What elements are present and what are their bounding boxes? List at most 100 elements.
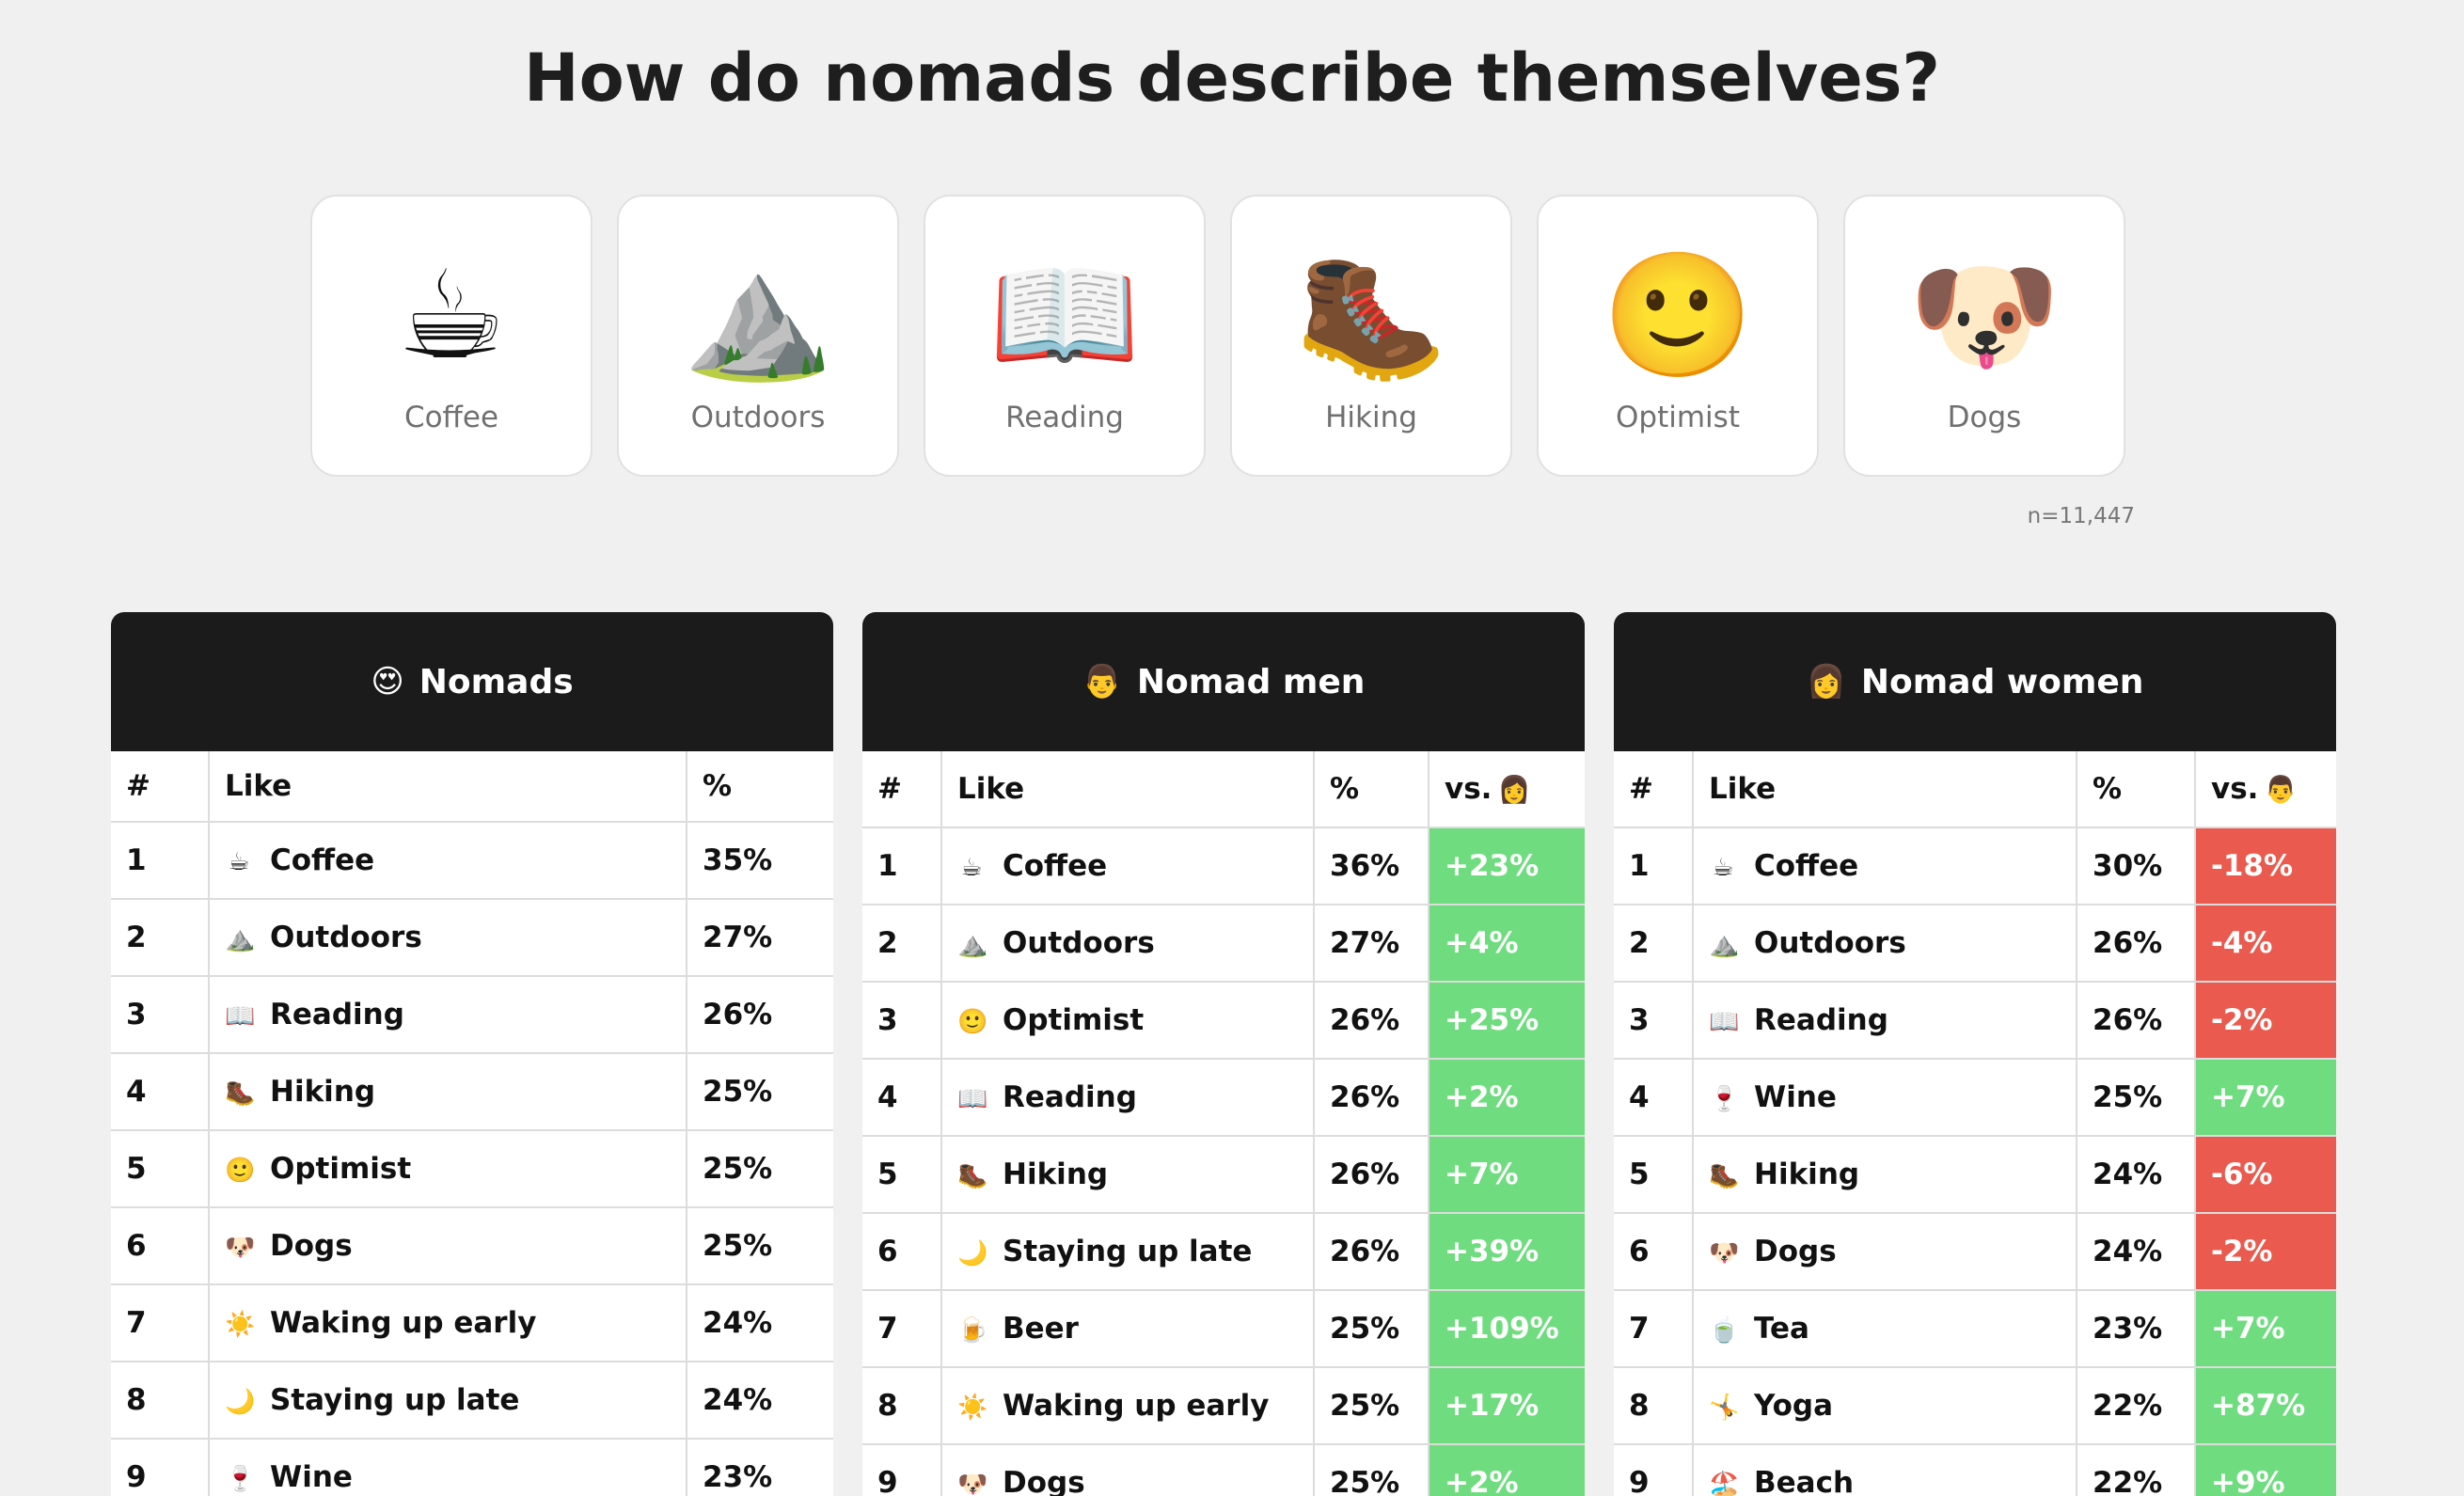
panel-nomads: 😍 Nomads # Like % 1 ☕ Coffee 35% 2 ⛰️ Outdoors… xyxy=(111,612,833,1496)
table-row[interactable]: 2 ⛰️ Outdoors 27% +4% xyxy=(862,905,1585,983)
like-label: Outdoors xyxy=(1003,926,1155,960)
table-row[interactable]: 5 🥾 Hiking 24% -6% xyxy=(1614,1136,2336,1214)
like-icon: ⛰️ xyxy=(957,931,988,959)
col-vs-header[interactable]: vs. 👨 xyxy=(2195,751,2336,828)
like-label: Staying up late xyxy=(270,1383,520,1417)
rank-cell: 1 xyxy=(1614,827,1694,905)
rank-cell: 8 xyxy=(862,1367,942,1445)
vs-delta-cell: +25% xyxy=(1429,982,1585,1060)
card-reading[interactable]: 📖 Reading xyxy=(924,195,1206,477)
col-rank-header[interactable]: # xyxy=(862,751,942,828)
table-row[interactable]: 3 📖 Reading 26% xyxy=(111,976,833,1054)
table-row[interactable]: 4 📖 Reading 26% +2% xyxy=(862,1059,1585,1137)
pct-cell: 25% xyxy=(1314,1444,1429,1496)
col-pct-header[interactable]: % xyxy=(1314,751,1429,828)
like-cell: ☕ Coffee xyxy=(1693,827,2077,905)
like-icon: 🌙 xyxy=(957,1239,988,1268)
table-row[interactable]: 2 ⛰️ Outdoors 26% -4% xyxy=(1614,905,2336,983)
like-icon: ☕ xyxy=(1712,854,1734,882)
like-label: Coffee xyxy=(270,843,375,877)
table-row[interactable]: 3 📖 Reading 26% -2% xyxy=(1614,982,2336,1060)
like-cell: 🌙 Staying up late xyxy=(941,1213,1315,1291)
table-row[interactable]: 8 🌙 Staying up late 24% xyxy=(111,1362,833,1440)
table-row[interactable]: 1 ☕ Coffee 30% -18% xyxy=(1614,827,2336,905)
pct-cell: 25% xyxy=(687,1053,833,1131)
like-icon: ⛰️ xyxy=(1709,931,1740,959)
rank-cell: 3 xyxy=(862,982,942,1060)
rank-cell: 9 xyxy=(111,1439,210,1496)
vs-delta-cell: +87% xyxy=(2195,1367,2336,1445)
mountain-icon: ⛰️ xyxy=(682,244,834,386)
table-row[interactable]: 4 🥾 Hiking 25% xyxy=(111,1053,833,1131)
pct-cell: 26% xyxy=(1314,1136,1429,1214)
table-row[interactable]: 7 ☀️ Waking up early 24% xyxy=(111,1284,833,1362)
col-rank-header[interactable]: # xyxy=(111,751,210,823)
col-like-header[interactable]: Like xyxy=(1693,751,2077,828)
vs-delta-cell: +7% xyxy=(1429,1136,1585,1214)
rank-cell: 1 xyxy=(862,827,942,905)
card-outdoors[interactable]: ⛰️ Outdoors xyxy=(617,195,899,477)
table-row[interactable]: 1 ☕ Coffee 36% +23% xyxy=(862,827,1585,905)
card-optimist[interactable]: 🙂 Optimist xyxy=(1537,195,1819,477)
pct-cell: 24% xyxy=(2077,1136,2196,1214)
like-icon: ☕ xyxy=(960,854,983,882)
table-row[interactable]: 6 🐶 Dogs 24% -2% xyxy=(1614,1213,2336,1291)
like-cell: 🐶 Dogs xyxy=(941,1444,1315,1496)
col-pct-header[interactable]: % xyxy=(687,751,833,823)
table-row[interactable]: 8 🤸 Yoga 22% +87% xyxy=(1614,1367,2336,1445)
rank-cell: 9 xyxy=(862,1444,942,1496)
table-row[interactable]: 6 🌙 Staying up late 26% +39% xyxy=(862,1213,1585,1291)
vs-delta-cell: +2% xyxy=(1429,1059,1585,1137)
like-label: Yoga xyxy=(1754,1389,1834,1423)
like-label: Outdoors xyxy=(1754,926,1906,960)
col-vs-header[interactable]: vs. 👩 xyxy=(1429,751,1585,828)
like-cell: 🥾 Hiking xyxy=(1693,1136,2077,1214)
col-like-header[interactable]: Like xyxy=(209,751,687,823)
top-interests-cards: ☕ Coffee ⛰️ Outdoors 📖 Reading 🥾 Hiking … xyxy=(310,195,2125,477)
card-coffee[interactable]: ☕ Coffee xyxy=(310,195,592,477)
col-pct-header[interactable]: % xyxy=(2077,751,2196,828)
rank-cell: 5 xyxy=(1614,1136,1694,1214)
vs-delta-cell: -18% xyxy=(2195,827,2336,905)
like-cell: 📖 Reading xyxy=(209,976,687,1054)
rank-cell: 1 xyxy=(111,822,210,900)
like-icon: 🐶 xyxy=(957,1471,988,1496)
like-icon: 🙂 xyxy=(225,1157,256,1185)
like-cell: 🐶 Dogs xyxy=(209,1207,687,1285)
like-label: Coffee xyxy=(1754,849,1859,883)
like-icon: 🥾 xyxy=(957,1162,988,1190)
table-row[interactable]: 5 🥾 Hiking 26% +7% xyxy=(862,1136,1585,1214)
card-label: Dogs xyxy=(1947,401,2022,434)
like-icon: ☀️ xyxy=(225,1311,256,1339)
like-label: Outdoors xyxy=(270,921,422,954)
table-row[interactable]: 9 🍷 Wine 23% xyxy=(111,1439,833,1496)
table-row[interactable]: 8 ☀️ Waking up early 25% +17% xyxy=(862,1367,1585,1445)
table-row[interactable]: 1 ☕ Coffee 35% xyxy=(111,822,833,900)
table-row[interactable]: 6 🐶 Dogs 25% xyxy=(111,1207,833,1285)
like-icon: 🍷 xyxy=(225,1465,256,1493)
table-header-row: # Like % vs. 👨 xyxy=(1614,751,2336,828)
rank-cell: 7 xyxy=(1614,1290,1694,1368)
like-cell: 🥾 Hiking xyxy=(209,1053,687,1131)
like-icon: ☕ xyxy=(228,848,250,876)
like-cell: 🐶 Dogs xyxy=(1693,1213,2077,1291)
table-row[interactable]: 7 🍵 Tea 23% +7% xyxy=(1614,1290,2336,1368)
table-row[interactable]: 5 🙂 Optimist 25% xyxy=(111,1130,833,1208)
table-row[interactable]: 7 🍺 Beer 25% +109% xyxy=(862,1290,1585,1368)
col-rank-header[interactable]: # xyxy=(1614,751,1694,828)
like-cell: ☕ Coffee xyxy=(941,827,1315,905)
table-row[interactable]: 9 🏖️ Beach 22% +9% xyxy=(1614,1444,2336,1496)
card-dogs[interactable]: 🐶 Dogs xyxy=(1843,195,2125,477)
table-row[interactable]: 3 🙂 Optimist 26% +25% xyxy=(862,982,1585,1060)
table-row[interactable]: 2 ⛰️ Outdoors 27% xyxy=(111,899,833,977)
like-cell: ☀️ Waking up early xyxy=(209,1284,687,1362)
card-hiking[interactable]: 🥾 Hiking xyxy=(1230,195,1512,477)
like-cell: 🍷 Wine xyxy=(1693,1059,2077,1137)
rank-cell: 2 xyxy=(111,899,210,977)
rank-cell: 8 xyxy=(111,1362,210,1440)
table-row[interactable]: 4 🍷 Wine 25% +7% xyxy=(1614,1059,2336,1137)
col-like-header[interactable]: Like xyxy=(941,751,1315,828)
like-cell: ⛰️ Outdoors xyxy=(941,905,1315,983)
table-row[interactable]: 9 🐶 Dogs 25% +2% xyxy=(862,1444,1585,1496)
vs-delta-cell: +39% xyxy=(1429,1213,1585,1291)
